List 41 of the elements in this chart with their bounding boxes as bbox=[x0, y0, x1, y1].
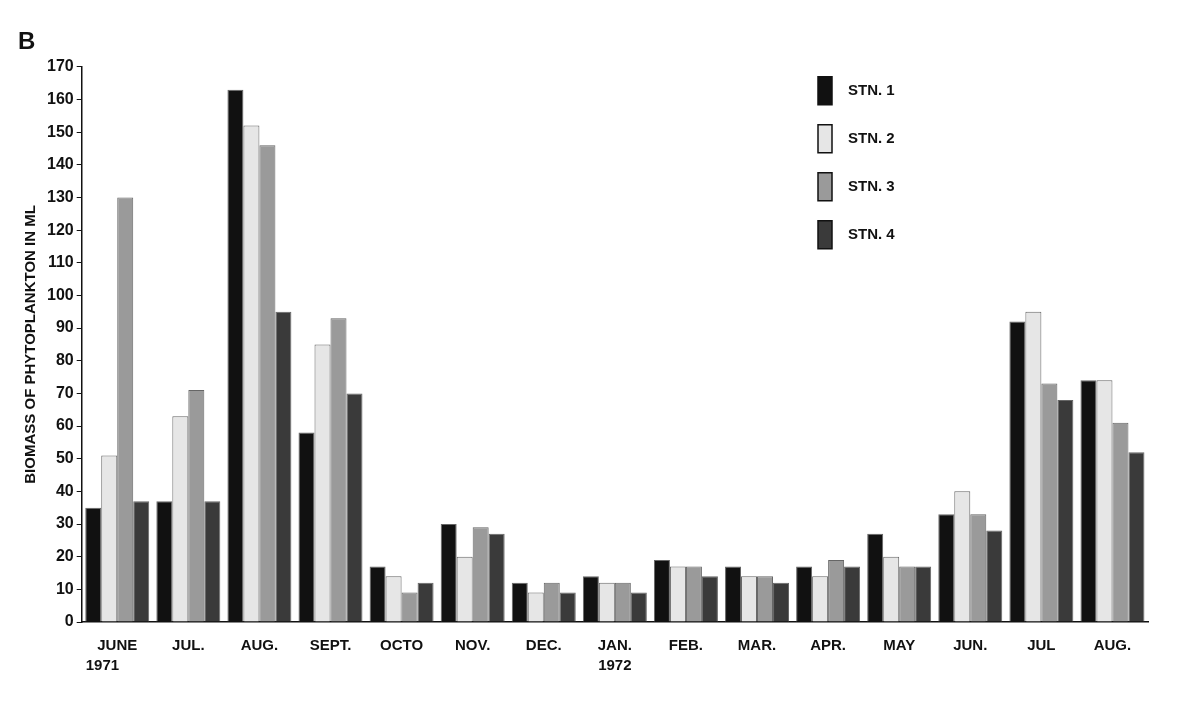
y-tick-label: 140 bbox=[46, 155, 74, 173]
y-tick-label: 130 bbox=[46, 187, 74, 205]
y-tick-label: 30 bbox=[55, 514, 74, 532]
x-tick-label: JAN. bbox=[597, 636, 632, 654]
y-tick-label: 120 bbox=[46, 220, 74, 238]
y-tick-label: 110 bbox=[47, 253, 74, 271]
y-tick-label: 90 bbox=[55, 318, 74, 336]
legend-label: STN. 1 bbox=[848, 80, 895, 98]
y-tick-label: 160 bbox=[46, 89, 74, 107]
legend-label: STN. 2 bbox=[848, 128, 895, 146]
y-tick-label: 50 bbox=[55, 449, 74, 467]
y-tick-label: 170 bbox=[46, 57, 74, 75]
y-tick-label: 80 bbox=[55, 351, 74, 369]
y-tick-label: 100 bbox=[46, 285, 74, 303]
chart-title: B bbox=[18, 27, 36, 55]
x-tick-label: SEPT. bbox=[309, 636, 352, 654]
x-tick-label: FEB. bbox=[668, 636, 704, 654]
legend-label: STN. 3 bbox=[848, 176, 895, 194]
x-tick-label: AUG. bbox=[240, 636, 279, 654]
x-tick-label: APR. bbox=[810, 636, 847, 654]
y-tick-label: 40 bbox=[55, 481, 74, 499]
y-tick-label: 70 bbox=[55, 383, 74, 401]
x-tick-label: JUNE bbox=[97, 636, 138, 654]
x-tick-label: JUL bbox=[1027, 636, 1056, 654]
y-tick-label: 150 bbox=[46, 122, 74, 140]
y-tick-label: 10 bbox=[55, 579, 74, 597]
x-tick-label: JUL. bbox=[172, 636, 205, 654]
text: 1972 bbox=[598, 655, 632, 673]
x-tick-label: NOV. bbox=[455, 636, 491, 654]
y-tick-label: 0 bbox=[64, 612, 74, 630]
x-tick-label: AUG. bbox=[1093, 636, 1132, 654]
x-tick-label: DEC. bbox=[525, 636, 562, 654]
x-tick-label: JUN. bbox=[953, 636, 988, 654]
y-tick-label: 60 bbox=[55, 416, 74, 434]
y-axis-title: BIOMASS OF PHYTOPLANKTON IN ML bbox=[21, 205, 39, 484]
y-tick-label: 20 bbox=[55, 547, 74, 565]
x-tick-label: MAR. bbox=[737, 636, 777, 654]
legend-label: STN. 4 bbox=[848, 224, 896, 242]
text: 1971 bbox=[85, 655, 120, 673]
x-tick-label: OCTO bbox=[380, 636, 424, 654]
x-tick-label: MAY bbox=[883, 636, 916, 654]
